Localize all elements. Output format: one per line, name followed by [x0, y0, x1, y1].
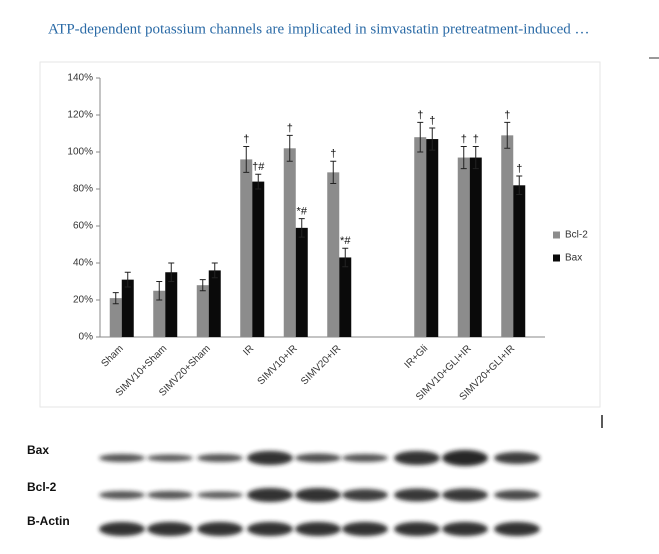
x-tick-label: SIMV10+IR	[256, 343, 300, 387]
y-tick-label: 0%	[79, 332, 94, 343]
annotation: †	[504, 109, 510, 121]
blot-band	[342, 522, 388, 536]
annotation: †	[429, 115, 435, 127]
error-bar	[429, 127, 436, 151]
annotation: †	[473, 133, 479, 145]
y-tick-label: 40%	[73, 258, 93, 269]
error-bar	[504, 121, 511, 149]
bar	[426, 139, 439, 337]
legend-swatch	[553, 254, 560, 262]
error-bar	[472, 145, 479, 170]
error-bar	[124, 271, 131, 288]
blot-band	[99, 491, 145, 499]
bar	[457, 157, 470, 337]
blot-band	[442, 450, 488, 466]
error-bar	[243, 145, 250, 173]
error-bar	[417, 121, 424, 153]
legend-label: Bax	[565, 253, 582, 264]
blot-band	[247, 488, 293, 502]
blot-band	[247, 451, 293, 465]
y-tick-label: 60%	[73, 221, 93, 232]
blot-band	[295, 453, 341, 463]
error-bar	[211, 262, 218, 279]
error-bar	[342, 247, 349, 268]
error-bar	[516, 175, 523, 196]
x-tick-label: Sham	[99, 343, 125, 369]
bar	[121, 279, 134, 337]
blot-band	[494, 522, 540, 536]
blot-band	[394, 522, 440, 536]
bar	[327, 172, 340, 337]
error-bar	[460, 145, 467, 170]
western-blot	[99, 450, 540, 536]
blot-label: B-Actin	[27, 514, 70, 528]
bar	[208, 270, 221, 337]
annotation: †	[287, 122, 293, 134]
error-bar	[298, 218, 305, 238]
blot-band	[394, 488, 440, 502]
legend-label: Bcl-2	[565, 230, 588, 241]
annotation: †	[461, 133, 467, 145]
bar	[339, 257, 352, 337]
bar	[196, 285, 209, 337]
annotation: †	[516, 163, 522, 175]
annotation: †#	[252, 161, 265, 173]
blot-band	[197, 454, 243, 462]
blot-band	[147, 454, 193, 462]
error-bar	[112, 292, 119, 305]
blot-band	[494, 452, 540, 464]
y-tick-label: 140%	[67, 73, 93, 84]
blot-band	[442, 488, 488, 502]
y-tick-label: 120%	[67, 110, 93, 121]
blot-band	[247, 522, 293, 536]
error-bar	[199, 279, 206, 292]
bar	[501, 135, 514, 337]
blot-label: Bcl-2	[27, 480, 57, 494]
bar	[240, 159, 253, 337]
error-bar	[156, 281, 163, 301]
chart-frame	[39, 61, 601, 408]
error-bar	[330, 160, 337, 184]
bar	[513, 185, 526, 337]
annotation: *#	[297, 206, 308, 218]
blot-band	[342, 454, 388, 462]
error-bar	[255, 173, 262, 190]
y-tick-label: 100%	[67, 147, 93, 158]
bar	[414, 137, 427, 337]
blot-band	[494, 490, 540, 500]
blot-band	[394, 451, 440, 465]
blot-band	[147, 522, 193, 536]
error-bar	[286, 134, 293, 162]
blot-band	[295, 488, 341, 502]
bar	[109, 298, 122, 337]
blot-band	[295, 522, 341, 536]
annotation: *#	[340, 235, 351, 247]
blot-label: Bax	[27, 443, 49, 457]
blot-band	[442, 522, 488, 536]
annotation: †	[243, 133, 249, 145]
error-bar	[168, 262, 175, 282]
bar	[252, 181, 265, 337]
blot-band	[197, 522, 243, 536]
blot-band	[147, 491, 193, 499]
legend-swatch	[553, 231, 560, 239]
annotation: †	[417, 109, 423, 121]
blot-band	[342, 489, 388, 501]
blot-band	[197, 491, 243, 499]
x-tick-label: IR+Gli	[403, 343, 431, 371]
bar	[165, 272, 178, 337]
blot-band	[99, 522, 145, 536]
page-title: ATP-dependent potassium channels are imp…	[48, 21, 590, 37]
x-tick-label: IR	[241, 343, 256, 358]
bar	[295, 227, 308, 337]
bar	[469, 157, 482, 337]
x-tick-label: SIMV20+IR	[299, 343, 343, 387]
blot-band	[99, 454, 145, 462]
y-tick-label: 20%	[73, 295, 93, 306]
bar	[153, 290, 166, 337]
bar	[283, 148, 296, 337]
y-tick-label: 80%	[73, 184, 93, 195]
annotation: †	[330, 148, 336, 160]
